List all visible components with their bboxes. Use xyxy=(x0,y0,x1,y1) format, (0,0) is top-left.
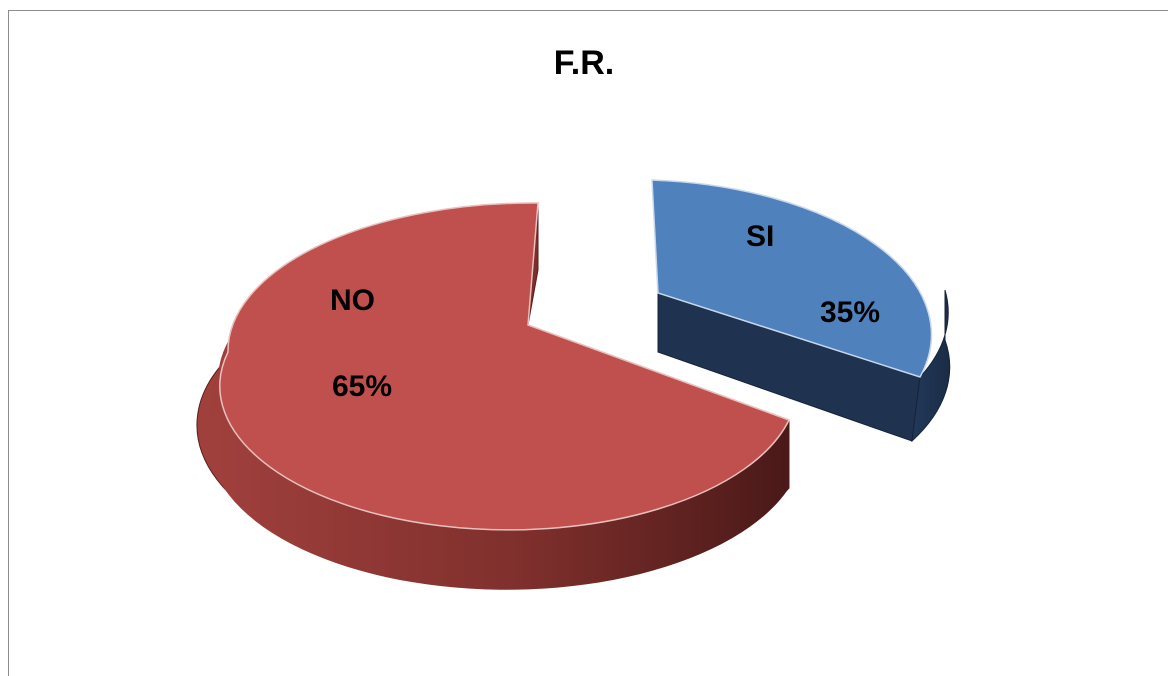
slice-si xyxy=(651,179,951,443)
slice-value-si: 35% xyxy=(820,296,880,329)
slice-label-si: SI xyxy=(746,220,774,253)
slice-label-no: NO xyxy=(330,284,375,317)
slice-value-no: 65% xyxy=(332,370,392,403)
slice-no-side-curve xyxy=(208,338,789,590)
slice-no-top xyxy=(219,202,791,531)
slice-si-side-curve xyxy=(911,289,951,443)
slice-no xyxy=(196,202,791,590)
slice-si-top xyxy=(651,179,933,378)
chart-title: F.R. xyxy=(553,44,615,82)
